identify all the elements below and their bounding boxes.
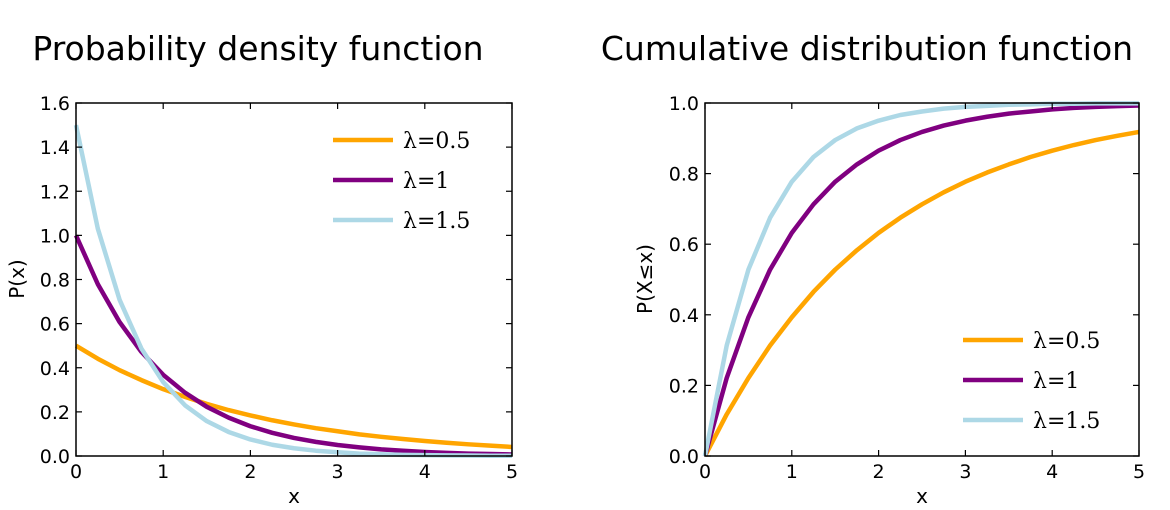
pdf-y-tick-label: 1.2: [40, 181, 70, 203]
pdf-y-tick-label: 1.6: [40, 93, 70, 115]
pdf-x-tick-label: 2: [244, 461, 256, 483]
cdf-series-layer: [702, 101, 1140, 458]
cdf-series-line-2: [702, 103, 1140, 457]
cdf-y-axis-label: P(X≤x): [633, 244, 657, 314]
pdf-x-tick-label: 1: [157, 461, 169, 483]
pdf-x-axis-label: x: [288, 484, 300, 508]
cdf-x-tick-label: 0: [699, 461, 711, 483]
cdf-y-tick-label: 0.8: [669, 164, 699, 186]
pdf-y-tick-label: 0.8: [40, 270, 70, 292]
cdf-x-tick-label: 5: [1133, 461, 1145, 483]
pdf-chart: Probability density function 0 1 2 3 4 5 0.0 0.…: [5, 29, 518, 508]
pdf-legend-label-3: λ=1.5: [403, 209, 470, 234]
cdf-x-axis-label: x: [916, 484, 928, 508]
cdf-legend-label-1: λ=0.5: [1033, 329, 1100, 354]
pdf-y-tick-label: 0.6: [40, 314, 70, 336]
cdf-ticks: 0 1 2 3 4 5 0.0 0.2 0.4 0.6 0.8 1.0: [669, 93, 1145, 483]
cdf-plot-frame: [704, 102, 1140, 457]
cdf-x-tick-label: 4: [1046, 461, 1058, 483]
pdf-ticks: 0 1 2 3 4 5 0.0 0.2 0.4 0.6 0.8 1.0 1.2 1.4 1.6: [40, 93, 518, 483]
cdf-x-tick-label: 2: [873, 461, 885, 483]
pdf-chart-title: Probability density function: [32, 29, 483, 68]
pdf-y-tick-label: 0.0: [40, 446, 70, 468]
cdf-legend: λ=0.5 λ=1 λ=1.5: [963, 329, 1100, 434]
pdf-x-tick-label: 4: [419, 461, 431, 483]
cdf-legend-label-3: λ=1.5: [1033, 409, 1100, 434]
pdf-y-tick-label: 0.4: [40, 358, 70, 380]
pdf-x-tick-label: 0: [70, 461, 82, 483]
pdf-legend-label-1: λ=0.5: [403, 129, 470, 154]
pdf-y-axis-label: P(x): [5, 259, 29, 299]
cdf-x-tick-label: 1: [786, 461, 798, 483]
pdf-series-line-1: [74, 343, 513, 450]
cdf-chart-title: Cumulative distribution function: [601, 29, 1133, 68]
pdf-legend-label-2: λ=1: [403, 169, 449, 194]
pdf-y-tick-label: 0.2: [40, 402, 70, 424]
cdf-y-tick-label: 1.0: [669, 93, 699, 115]
pdf-x-tick-label: 5: [506, 461, 518, 483]
cdf-x-tick-label: 3: [959, 461, 971, 483]
cdf-chart: Cumulative distribution function 0 1 2 3 4 50…: [601, 29, 1145, 508]
pdf-y-tick-label: 1.0: [40, 225, 70, 247]
cdf-y-tick-label: 0.0: [669, 446, 699, 468]
cdf-y-tick-label: 0.2: [669, 375, 699, 397]
pdf-legend: λ=0.5 λ=1 λ=1.5: [333, 129, 470, 234]
pdf-y-tick-label: 1.4: [40, 137, 70, 159]
cdf-legend-label-2: λ=1: [1033, 369, 1079, 394]
cdf-y-tick-label: 0.6: [669, 234, 699, 256]
pdf-plot-frame: [75, 102, 513, 457]
cdf-series-line-1: [703, 129, 1140, 458]
pdf-x-tick-label: 3: [332, 461, 344, 483]
cdf-y-tick-label: 0.4: [669, 305, 699, 327]
cdf-series-line-3: [702, 101, 1139, 457]
